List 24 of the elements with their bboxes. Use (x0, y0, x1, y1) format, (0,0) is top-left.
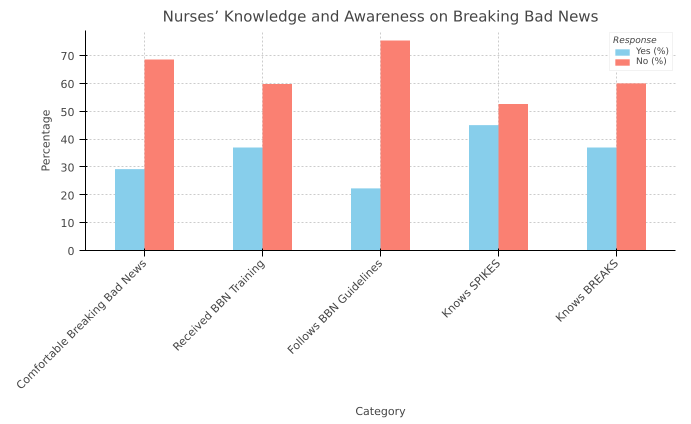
y-tick-label: 20 (60, 189, 75, 202)
y-tick-label: 0 (68, 245, 74, 258)
legend-label: Yes (%) (636, 47, 669, 57)
y-tick-label: 60 (60, 78, 75, 91)
bar (351, 188, 380, 250)
chart-title: Nurses’ Knowledge and Awareness on Breaking Bad News (162, 8, 599, 26)
y-axis-title: Percentage (40, 109, 53, 172)
legend-title: Response (613, 36, 658, 46)
bar (262, 84, 292, 250)
bar (498, 104, 528, 250)
legend-label: No (%) (636, 57, 667, 67)
y-tick-label: 30 (60, 161, 75, 174)
bar (144, 59, 174, 250)
bar (469, 125, 498, 250)
y-tick-label: 10 (60, 217, 75, 230)
bar (380, 40, 410, 250)
x-axis-title: Category (355, 404, 406, 418)
bar (587, 147, 616, 250)
bar (115, 169, 144, 250)
y-tick-label: 50 (60, 106, 75, 119)
y-tick-label: 70 (60, 50, 75, 64)
y-tick-label: 40 (60, 134, 75, 147)
bar (616, 83, 646, 250)
bar (233, 147, 262, 250)
